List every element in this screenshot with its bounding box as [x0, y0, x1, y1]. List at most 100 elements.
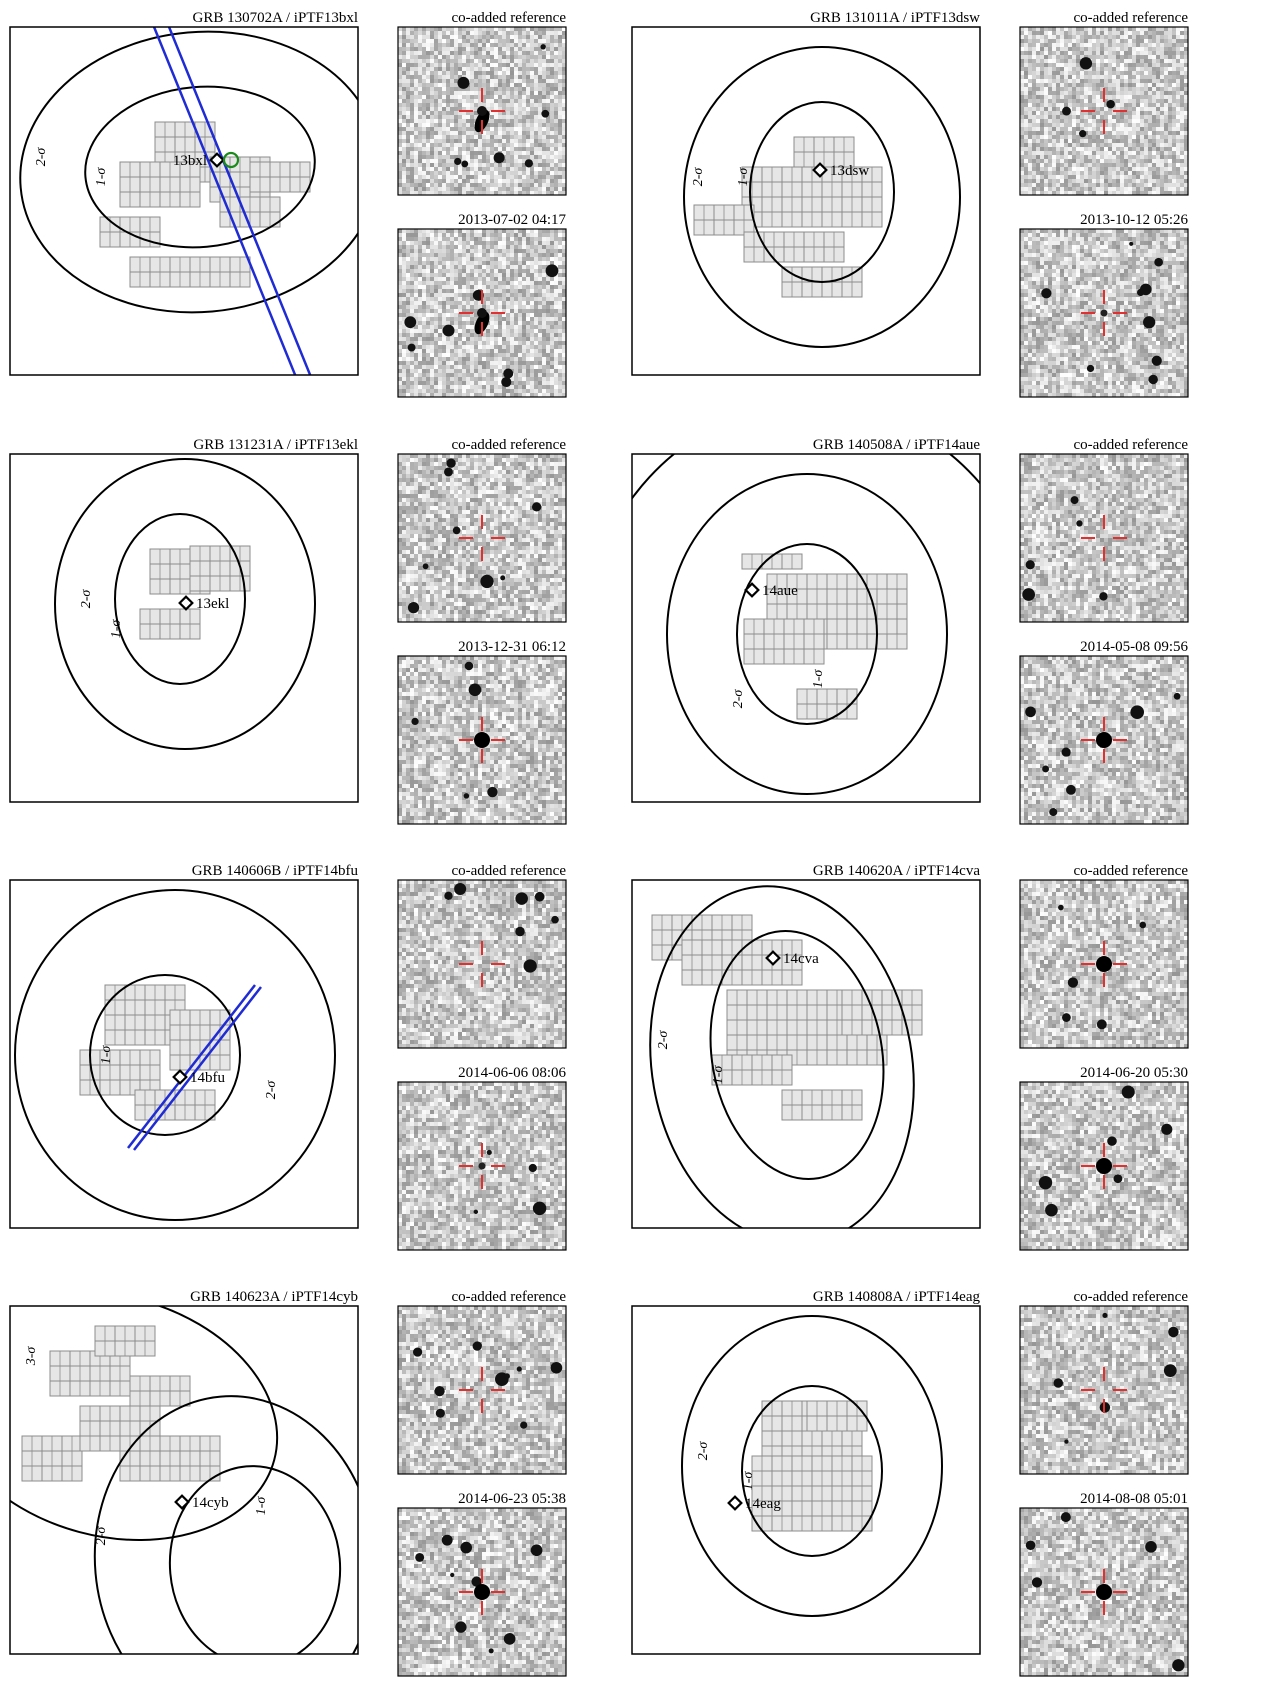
background-star — [1049, 808, 1058, 817]
reference-title: co-added reference — [452, 1289, 567, 1305]
transient-label: 14eag — [745, 1496, 781, 1512]
contour-label: 2-σ — [696, 1441, 711, 1461]
transient-source — [477, 308, 487, 318]
background-star — [524, 159, 533, 168]
background-star — [1154, 257, 1163, 267]
background-star — [404, 316, 417, 329]
background-star — [472, 1341, 482, 1351]
background-star — [444, 891, 453, 901]
reference-cutout — [1019, 453, 1189, 623]
background-star — [407, 602, 420, 614]
crosshair — [459, 717, 505, 763]
cutout-frame — [1019, 453, 1189, 623]
background-star — [515, 926, 525, 937]
noise-field — [1020, 1508, 1188, 1676]
map-content: 13bxl 1-σ 2-σ — [19, 27, 358, 375]
background-star — [1038, 1175, 1053, 1190]
contour-label: 1-σ — [99, 1045, 114, 1065]
background-star — [532, 1201, 547, 1216]
map-content: 13dsw 1-σ 2-σ — [683, 46, 961, 348]
background-star — [411, 717, 419, 726]
background-star — [541, 109, 550, 118]
reference-cutout — [1019, 879, 1189, 1049]
confidence-contour — [681, 1315, 943, 1617]
discovery-title: 2014-05-08 09:56 — [1080, 639, 1188, 655]
background-star — [468, 683, 482, 697]
background-star — [1061, 747, 1071, 757]
background-star — [493, 152, 505, 164]
ccd-footprints — [99, 121, 311, 288]
discovery-title: 2014-06-23 05:38 — [458, 1491, 566, 1507]
background-star — [454, 882, 467, 895]
confidence-contour — [10, 1306, 279, 1541]
noise-field — [398, 1082, 566, 1250]
grb-title: GRB 140508A / iPTF14aue — [813, 437, 980, 453]
noise-field — [398, 454, 566, 622]
grb-title: GRB 130702A / iPTF13bxl — [193, 10, 358, 26]
reference-title: co-added reference — [1074, 437, 1189, 453]
background-star — [1025, 560, 1035, 570]
cutout-frame — [1019, 1507, 1189, 1677]
background-star — [1041, 288, 1052, 299]
background-star — [442, 324, 455, 337]
ipn-annulus-edge — [127, 984, 256, 1149]
ccd-footprints — [693, 136, 883, 298]
ipn-annulus-edge — [133, 986, 262, 1151]
reference-cutout — [397, 26, 567, 196]
background-star — [1053, 1378, 1064, 1388]
ccd-footprints — [139, 545, 251, 640]
background-star — [1106, 99, 1115, 109]
noise-field — [1020, 454, 1188, 622]
reference-title: co-added reference — [1074, 10, 1189, 26]
transient-label: 14bfu — [190, 1070, 225, 1086]
background-star — [441, 1534, 453, 1546]
noise-field — [398, 656, 566, 824]
map-content: 14bfu 1-σ 2-σ — [14, 889, 336, 1221]
cutout-frame — [397, 1081, 567, 1251]
background-star — [520, 1421, 528, 1429]
background-star — [1042, 765, 1050, 773]
localization-map: 14aue 1-σ 2-σ — [631, 453, 981, 803]
ipn-annulus-edge — [152, 27, 297, 375]
contour-label: 2-σ — [79, 589, 94, 609]
confidence-contour — [93, 1395, 358, 1654]
host-circle — [222, 151, 240, 169]
background-star — [1129, 241, 1134, 246]
reference-title: co-added reference — [452, 863, 567, 879]
map-frame — [631, 26, 981, 376]
background-star — [488, 1648, 494, 1654]
background-star — [463, 793, 470, 799]
background-star — [1107, 1136, 1117, 1146]
map-frame — [9, 879, 359, 1229]
crosshair — [459, 941, 505, 987]
crosshair — [459, 290, 505, 336]
cutout-frame — [397, 453, 567, 623]
background-star — [532, 502, 542, 512]
probability-contours — [649, 885, 915, 1228]
background-star — [1022, 588, 1036, 601]
background-star — [450, 1572, 455, 1578]
reference-cutout — [397, 879, 567, 1049]
contour-label: 1-σ — [811, 669, 826, 689]
localization-map: 14cyb 1-σ 2-σ 3-σ — [9, 1305, 359, 1655]
confidence-contour — [709, 930, 885, 1180]
cutout-frame — [1019, 879, 1189, 1049]
background-star — [503, 1633, 516, 1645]
background-star — [1086, 364, 1095, 373]
contour-label: 2-σ — [94, 1526, 109, 1546]
crosshair — [1081, 1143, 1127, 1189]
map-frame — [9, 26, 359, 376]
transient-label: 14cva — [783, 951, 819, 967]
confidence-contour — [749, 101, 895, 283]
confidence-contour — [741, 1385, 883, 1557]
contour-label: 1-σ — [736, 167, 751, 187]
grb-panel: 14aue 1-σ 2-σ GRB 140508A / iPTF14aue co-add… — [631, 437, 1189, 825]
cutout-frame — [1019, 1305, 1189, 1475]
grb-title: GRB 140606B / iPTF14bfu — [192, 863, 359, 879]
cutout-frame — [397, 1305, 567, 1475]
map-frame — [631, 1305, 981, 1655]
noise-field — [398, 229, 566, 397]
background-star — [1102, 1312, 1108, 1318]
contour-label: 1-σ — [94, 167, 109, 187]
ccd-footprints — [79, 984, 231, 1121]
